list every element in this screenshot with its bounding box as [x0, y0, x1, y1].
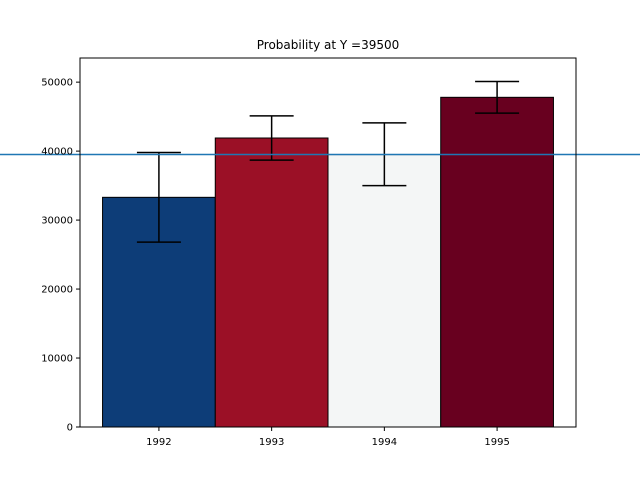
y-axis: 0 10000 20000 30000 40000 50000	[41, 78, 80, 434]
y-tick-label: 0	[67, 423, 73, 434]
bar-1995	[440, 96, 554, 428]
x-tick-label: 1995	[484, 437, 509, 448]
y-tick-label: 10000	[41, 354, 73, 365]
y-tick-label: 30000	[41, 216, 73, 227]
x-tick-label: 1994	[372, 437, 397, 448]
chart-title: Probability at Y =39500	[257, 38, 400, 52]
y-tick-label: 20000	[41, 285, 73, 296]
y-tick-label: 40000	[41, 147, 73, 158]
x-tick-label: 1993	[259, 437, 284, 448]
error-bars-layer	[136, 80, 520, 243]
x-tick-label: 1992	[146, 437, 171, 448]
bars-layer	[102, 96, 554, 428]
plot-frame	[79, 57, 577, 428]
y-tick-label: 50000	[41, 78, 73, 89]
bar-1994	[327, 154, 442, 428]
x-axis: 1992 1993 1994 1995	[146, 427, 510, 448]
bar-1993	[214, 137, 329, 428]
